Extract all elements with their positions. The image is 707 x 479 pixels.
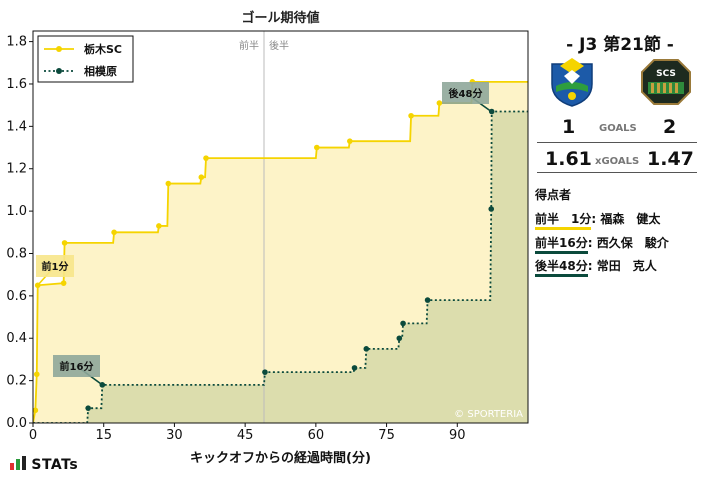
series-2-point: [488, 206, 495, 212]
series-1-point: [111, 229, 117, 236]
series-line-2: [33, 110, 528, 423]
series-2-point: [396, 335, 403, 342]
series-1-point: [61, 240, 68, 246]
watermark: © SPORTERIA: [454, 409, 523, 420]
goals-row: 1 GOALS 2: [537, 116, 697, 143]
scorer-2-time: 前半16分: [535, 236, 588, 254]
series-1-point: [165, 180, 172, 187]
series-2-point: [351, 365, 358, 371]
x-axis-label: キックオフからの経過時間(分): [190, 450, 371, 466]
annotation-label: 前16分: [60, 360, 94, 373]
x-tick-label: 90: [449, 428, 466, 443]
x-tick-label: 0: [29, 428, 37, 443]
series-area-2: [33, 111, 528, 423]
y-tick-label: 0.2: [6, 374, 27, 389]
scorer-2: 前半16分: 西久保 駿介: [535, 234, 669, 254]
scorer-2-name: 西久保 駿介: [596, 236, 669, 250]
series-2-point: [262, 369, 268, 375]
scorers-title: 得点者: [535, 188, 572, 202]
annotation-box: [442, 82, 489, 104]
y-tick-label: 1.0: [6, 204, 27, 219]
series-1-point: [314, 144, 320, 151]
scorer-3: 後半48分: 常田 克人: [535, 257, 657, 277]
scorer-1: 前半 1分: 福森 健太: [535, 210, 661, 230]
goals-label: GOALS: [599, 123, 637, 134]
first-half-label: 前半: [239, 39, 259, 52]
away-xg: 1.47: [647, 148, 694, 170]
y-tick-label: 1.2: [6, 162, 27, 177]
stats-logo: STATs: [10, 456, 78, 473]
y-tick-label: 1.8: [6, 35, 27, 50]
second-half-label: 後半: [269, 39, 289, 52]
x-tick-label: 60: [308, 428, 325, 443]
home-team-crest: [546, 56, 598, 108]
away-crest-text: SCS: [656, 69, 676, 79]
scorer-1-name: 福森 健太: [600, 212, 661, 226]
x-tick-label: 15: [95, 428, 112, 443]
series-1-point: [156, 223, 162, 229]
series-1-point: [60, 280, 67, 286]
scorer-1-time: 前半 1分: [535, 212, 592, 230]
legend-label-2: 相模原: [84, 64, 117, 78]
annotation-label: 後48分: [449, 87, 483, 100]
series-2-point: [424, 297, 431, 303]
series-1-point: [32, 407, 39, 414]
away-goals: 2: [663, 116, 677, 138]
y-tick-label: 0.4: [6, 331, 27, 346]
series-1-point: [33, 371, 40, 378]
legend-label-1: 栃木SC: [84, 42, 122, 56]
chart-title: ゴール期待値: [241, 10, 319, 26]
plot-frame: [32, 30, 529, 424]
y-tick-label: 0.0: [6, 416, 27, 431]
y-tick-label: 0.8: [6, 246, 27, 261]
y-tick-label: 0.6: [6, 289, 27, 304]
x-tick-label: 45: [237, 428, 254, 443]
series-1-point: [198, 174, 205, 181]
home-goals: 1: [562, 116, 576, 138]
x-tick-label: 30: [166, 428, 183, 443]
away-team-crest: SCS: [640, 56, 692, 108]
match-title: - J3 第21節 -: [566, 35, 674, 55]
x-tick-label: 75: [378, 428, 395, 443]
stats-brand: STATs: [31, 457, 79, 473]
stats-bars-icon: [10, 456, 26, 470]
y-tick-label: 1.6: [6, 77, 27, 92]
annotation-box: [36, 255, 74, 277]
series-1-point: [436, 100, 443, 106]
series-1-point: [408, 112, 414, 119]
y-tick-label: 1.4: [6, 119, 27, 134]
series-1-point: [347, 138, 353, 144]
annotation-label: 前1分: [42, 260, 69, 273]
legend-marker-1: [56, 46, 62, 52]
legend: 栃木SC 相模原: [37, 35, 134, 83]
xgoals-row: 1.61 xGOALS 1.47: [537, 146, 697, 173]
series-2-point: [400, 320, 406, 327]
series-2-point: [363, 346, 370, 352]
series-1-point: [203, 155, 209, 161]
legend-marker-2: [56, 68, 62, 74]
scorer-3-name: 常田 克人: [596, 259, 657, 273]
xgoals-label: xGOALS: [595, 156, 640, 167]
series-2-point: [85, 405, 91, 411]
legend-box: [37, 35, 134, 83]
scorer-3-time: 後半48分: [535, 259, 588, 277]
annotation-box: [53, 355, 100, 377]
home-xg: 1.61: [545, 148, 592, 170]
